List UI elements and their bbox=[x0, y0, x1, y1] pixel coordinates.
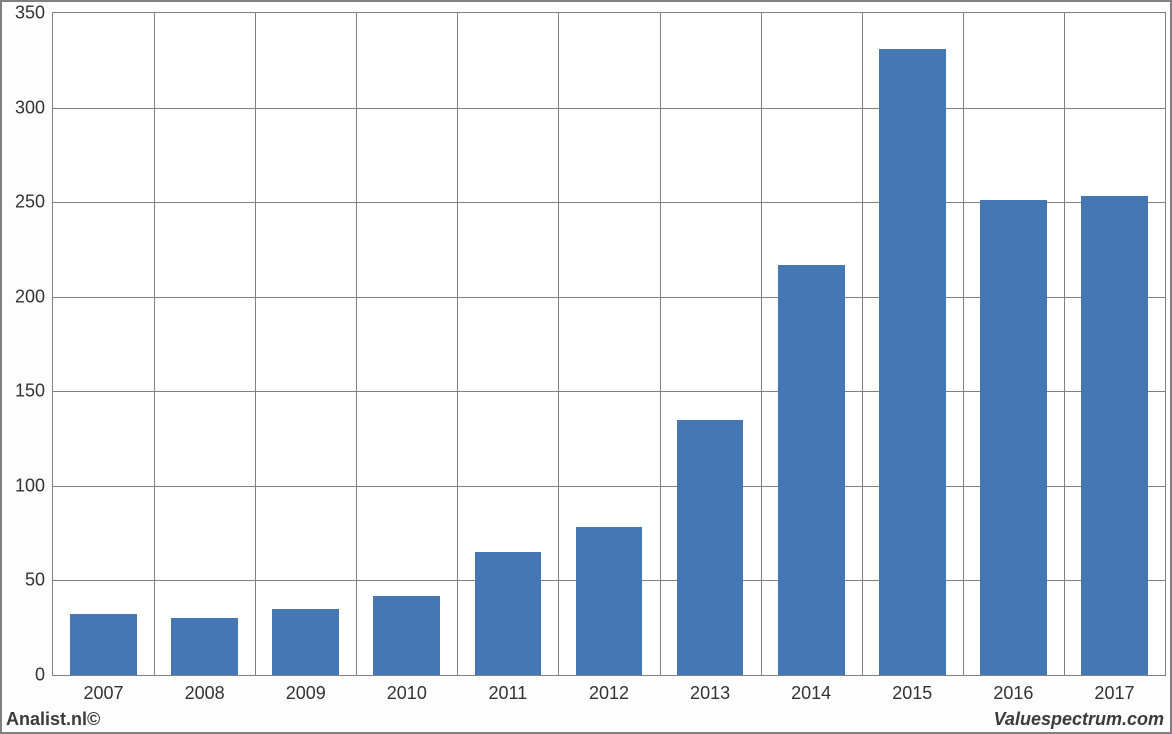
x-axis-tick-label: 2014 bbox=[791, 675, 831, 704]
grid-line-vertical bbox=[862, 13, 863, 675]
bar bbox=[980, 200, 1047, 675]
bar bbox=[171, 618, 238, 675]
bar bbox=[272, 609, 339, 675]
x-axis-tick-label: 2012 bbox=[589, 675, 629, 704]
footer-left: Analist.nl© bbox=[6, 709, 100, 730]
grid-line-vertical bbox=[963, 13, 964, 675]
bar bbox=[1081, 196, 1148, 675]
bar bbox=[70, 614, 137, 675]
bar bbox=[778, 265, 845, 675]
footer-right: Valuespectrum.com bbox=[994, 709, 1164, 730]
x-axis-tick-label: 2007 bbox=[84, 675, 124, 704]
x-axis-tick-label: 2017 bbox=[1094, 675, 1134, 704]
grid-line-horizontal bbox=[53, 108, 1165, 109]
plot-area: 0501001502002503003502007200820092010201… bbox=[52, 12, 1166, 676]
x-axis-tick-label: 2013 bbox=[690, 675, 730, 704]
grid-line-vertical bbox=[255, 13, 256, 675]
y-axis-tick-label: 50 bbox=[25, 570, 53, 591]
y-axis-tick-label: 0 bbox=[35, 665, 53, 686]
x-axis-tick-label: 2008 bbox=[185, 675, 225, 704]
grid-line-vertical bbox=[761, 13, 762, 675]
y-axis-tick-label: 200 bbox=[15, 286, 53, 307]
y-axis-tick-label: 150 bbox=[15, 381, 53, 402]
x-axis-tick-label: 2016 bbox=[993, 675, 1033, 704]
grid-line-vertical bbox=[356, 13, 357, 675]
x-axis-tick-label: 2009 bbox=[286, 675, 326, 704]
y-axis-tick-label: 300 bbox=[15, 97, 53, 118]
x-axis-tick-label: 2010 bbox=[387, 675, 427, 704]
grid-line-vertical bbox=[457, 13, 458, 675]
grid-line-vertical bbox=[154, 13, 155, 675]
y-axis-tick-label: 250 bbox=[15, 192, 53, 213]
bar bbox=[677, 420, 744, 675]
grid-line-vertical bbox=[1064, 13, 1065, 675]
bar bbox=[879, 49, 946, 675]
x-axis-tick-label: 2011 bbox=[489, 675, 528, 704]
bar bbox=[373, 596, 440, 675]
y-axis-tick-label: 100 bbox=[15, 475, 53, 496]
bar bbox=[475, 552, 542, 675]
grid-line-vertical bbox=[558, 13, 559, 675]
grid-line-vertical bbox=[660, 13, 661, 675]
y-axis-tick-label: 350 bbox=[15, 3, 53, 24]
x-axis-tick-label: 2015 bbox=[892, 675, 932, 704]
chart-frame: 0 50 100 150 200 250 300 350 2007 2008 2009 2010 201… bbox=[0, 0, 1172, 734]
bar bbox=[576, 527, 643, 675]
